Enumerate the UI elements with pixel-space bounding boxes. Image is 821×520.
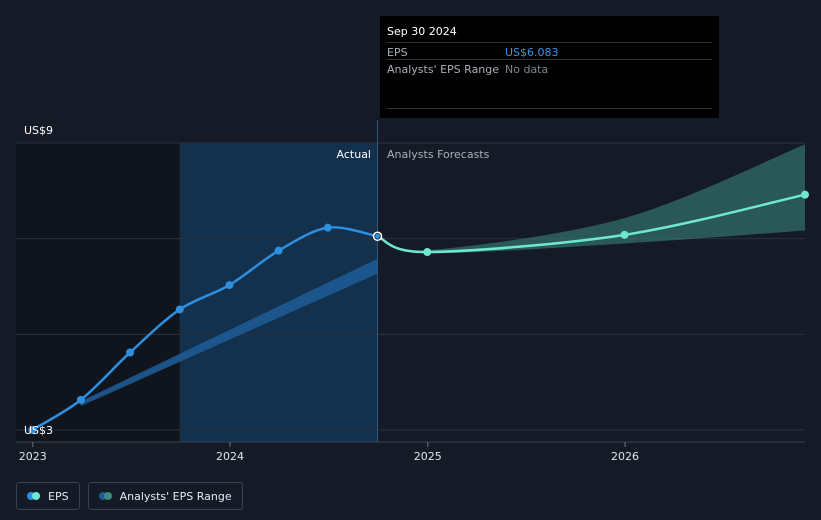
- forecast-label: Analysts Forecasts: [387, 148, 490, 161]
- legend-item-range[interactable]: Analysts' EPS Range: [87, 482, 243, 510]
- actual-eps-point: [126, 348, 135, 357]
- actual-eps-point: [28, 426, 37, 434]
- tooltip-date: Sep 30 2024: [387, 25, 457, 38]
- legend: EPS Analysts' EPS Range: [16, 482, 243, 510]
- actual-eps-point: [76, 395, 85, 404]
- legend-item-eps[interactable]: EPS: [16, 482, 80, 510]
- actual-eps-point: [274, 246, 283, 255]
- legend-label: EPS: [48, 489, 69, 503]
- series-lines: [30, 193, 807, 432]
- x-tick-label: 2024: [216, 450, 244, 463]
- tooltip-value: No data: [505, 63, 549, 76]
- tooltip-label: Analysts' EPS Range: [387, 63, 500, 76]
- past-range-line: [80, 265, 378, 405]
- x-axis: 2023 2024 2025 2026: [19, 442, 639, 463]
- actual-eps-point: [225, 281, 234, 290]
- past-region: [16, 143, 180, 442]
- forecast-range-band: [377, 144, 805, 254]
- tooltip-row-range: Analysts' EPS Range No data: [387, 59, 712, 77]
- highlight-region: [179, 143, 378, 442]
- range-swatch-icon: [98, 492, 113, 500]
- tooltip-divider: [387, 108, 712, 109]
- y-tick-label-top: US$9: [24, 124, 53, 137]
- forecast-eps-point: [423, 248, 432, 257]
- series-points: [28, 190, 809, 434]
- y-tick-label-bottom: US$3: [24, 424, 53, 437]
- range-bands: [80, 144, 805, 407]
- tooltip-label: EPS: [387, 46, 408, 59]
- tooltip-value: US$6.083: [505, 46, 559, 59]
- x-tick-label: 2025: [414, 450, 442, 463]
- selected-eps-point-core: [375, 233, 381, 239]
- x-tick-label: 2026: [611, 450, 639, 463]
- actual-eps-line: [30, 226, 379, 432]
- legend-label: Analysts' EPS Range: [119, 489, 232, 503]
- actual-eps-point: [323, 223, 332, 232]
- forecast-eps-line: [376, 193, 807, 254]
- forecast-eps-point: [801, 190, 809, 199]
- forecast-eps-point: [620, 230, 629, 239]
- tooltip-row-eps: EPS US$6.083: [387, 42, 712, 60]
- eps-swatch-icon: [27, 492, 41, 500]
- actual-label: Actual: [337, 148, 371, 161]
- x-tick-label: 2023: [19, 450, 47, 463]
- actual-eps-point: [175, 305, 184, 314]
- tooltip: Sep 30 2024 EPS US$6.083 Analysts' EPS R…: [380, 16, 719, 118]
